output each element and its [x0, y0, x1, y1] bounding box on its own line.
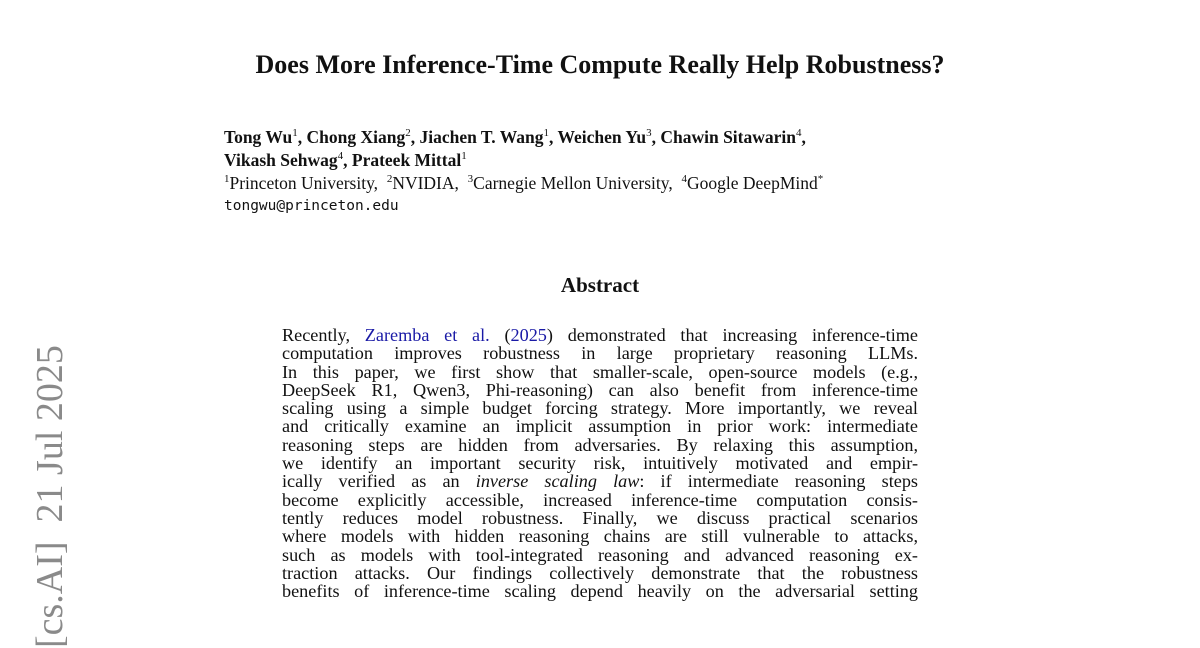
abstract-line: In this paper, we first show that smalle…	[282, 361, 918, 382]
arxiv-stamp: [cs.AI] 21 Jul 2025	[29, 345, 71, 648]
author: Weichen Yu	[557, 127, 647, 147]
abstract-line: and critically examine an implicit assum…	[282, 416, 918, 437]
abstract-line: we identify an important security risk, …	[282, 453, 918, 474]
affiliation: NVIDIA,	[392, 173, 459, 193]
author: Jiachen T. Wang	[419, 127, 544, 147]
aff-mark: 1	[461, 150, 467, 162]
abstract-line: tently reduces model robustness. Finally…	[282, 507, 918, 528]
footnote-mark: *	[817, 173, 824, 185]
aff-mark: 3	[646, 127, 652, 139]
author-line-2: Vikash Sehwag4, Prateek Mittal1	[224, 150, 467, 170]
abstract-line: traction attacks. Our findings collectiv…	[282, 562, 918, 583]
abstract-line: Recently, Zaremba et al. (2025) demonstr…	[282, 326, 918, 344]
text: (	[489, 325, 511, 345]
abstract-line: DeepSeek R1, Qwen3, Phi-reasoning) can a…	[282, 379, 918, 400]
author: Prateek Mittal	[351, 150, 462, 170]
aff-mark: 1	[224, 173, 230, 185]
author: Chawin Sitawarin	[660, 127, 796, 147]
abstract-line: such as models with tool-integrated reas…	[282, 544, 918, 565]
text: Recently,	[282, 325, 365, 345]
aff-mark: 4	[681, 173, 688, 185]
aff-mark: 2	[405, 127, 411, 139]
abstract-line: scaling using a simple budget forcing st…	[282, 398, 918, 419]
affiliation: Google DeepMind	[687, 173, 818, 193]
aff-mark: 3	[467, 173, 474, 185]
affiliations: 1Princeton University, 2NVIDIA, 3Carnegi…	[224, 172, 823, 195]
abstract-line: where models with hidden reasoning chain…	[282, 526, 918, 547]
affiliation: Princeton University,	[229, 173, 379, 193]
author-block: Tong Wu1, Chong Xiang2, Jiachen T. Wang1…	[224, 126, 823, 218]
aff-mark: 1	[292, 127, 298, 139]
aff-mark: 2	[386, 173, 393, 185]
author-email: tongwu@princeton.edu	[224, 198, 399, 214]
abstract-body: Recently, Zaremba et al. (2025) demonstr…	[282, 326, 918, 602]
author-line-1: Tong Wu1, Chong Xiang2, Jiachen T. Wang1…	[224, 127, 806, 147]
abstract-line: reasoning steps are hidden from adversar…	[282, 434, 918, 455]
paper-title: Does More Inference-Time Compute Really …	[255, 50, 945, 79]
abstract-line: benefits of inference-time scaling depen…	[282, 581, 918, 602]
abstract-line: become explicitly accessible, increased …	[282, 489, 918, 510]
author: Vikash Sehwag	[224, 150, 338, 170]
text: : if intermediate reasoning steps	[639, 471, 918, 492]
citation-year-link[interactable]: 2025	[510, 325, 547, 345]
affiliation: Carnegie Mellon University,	[473, 173, 673, 193]
author: Tong Wu	[224, 127, 293, 147]
emphasis: inverse scaling law	[475, 471, 640, 492]
aff-mark: 4	[337, 150, 344, 162]
text: ) demonstrated that increasing inference…	[546, 325, 918, 345]
text: ically verified as an	[282, 471, 476, 492]
citation-link[interactable]: Zaremba et al.	[364, 325, 490, 345]
aff-mark: 4	[796, 127, 802, 139]
abstract-heading: Abstract	[560, 273, 640, 297]
author: Chong Xiang	[306, 127, 406, 147]
abstract-line: ically verified as an inverse scaling la…	[282, 472, 918, 490]
aff-mark: 1	[543, 127, 550, 139]
abstract-line: computation improves robustness in large…	[282, 343, 918, 364]
